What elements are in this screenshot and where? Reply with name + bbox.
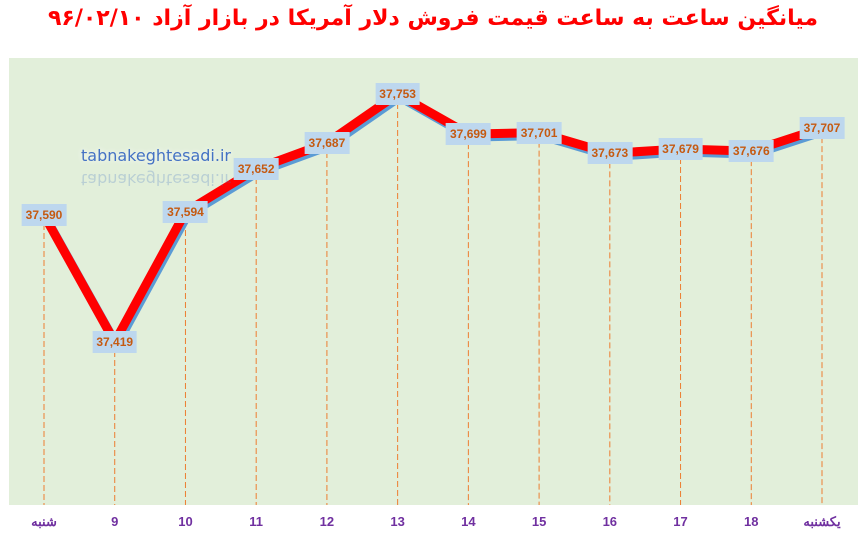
x-axis-label: 15 (531, 514, 547, 529)
data-label: 37,652 (233, 157, 279, 180)
line-chart (40, 89, 826, 505)
x-axis-label: 18 (744, 514, 759, 529)
chart-title: میانگین ساعت به ساعت قیمت فروش دلار آمری… (47, 6, 819, 31)
x-axis-label: 9 (111, 514, 119, 529)
x-axis-label: یکشنبه (803, 514, 841, 529)
watermark-reflection: tabnakeghtesadi.ir (81, 170, 231, 189)
data-label: 37,590 (21, 204, 67, 227)
x-axis-label: 12 (319, 514, 335, 529)
data-label: 37,594 (163, 201, 208, 224)
data-label: 37,699 (446, 123, 491, 146)
x-axis-label: شنبه (31, 514, 57, 529)
data-label: 37,679 (658, 137, 703, 160)
drop-lines (43, 94, 823, 505)
x-axis-label: 13 (390, 514, 405, 529)
x-axis-label: 10 (178, 514, 193, 529)
x-axis-label: 14 (461, 514, 476, 529)
data-label: 37,707 (799, 117, 845, 140)
x-axis-label: 16 (602, 514, 618, 529)
data-label: 37,701 (516, 121, 562, 144)
data-label: 37,687 (304, 132, 350, 154)
watermark: tabnakeghtesadi.ir (81, 146, 231, 165)
x-axis-label: 11 (249, 514, 264, 529)
data-label: 37,419 (92, 331, 138, 353)
data-label: 37,673 (587, 142, 633, 165)
x-axis-label: 17 (673, 514, 688, 529)
price-line (40, 89, 824, 347)
data-label: 37,753 (375, 83, 420, 105)
plot-area: tabnakeghtesadi.ir tabnakeghtesadi.ir 37… (9, 58, 858, 505)
data-label: 37,676 (728, 140, 774, 163)
